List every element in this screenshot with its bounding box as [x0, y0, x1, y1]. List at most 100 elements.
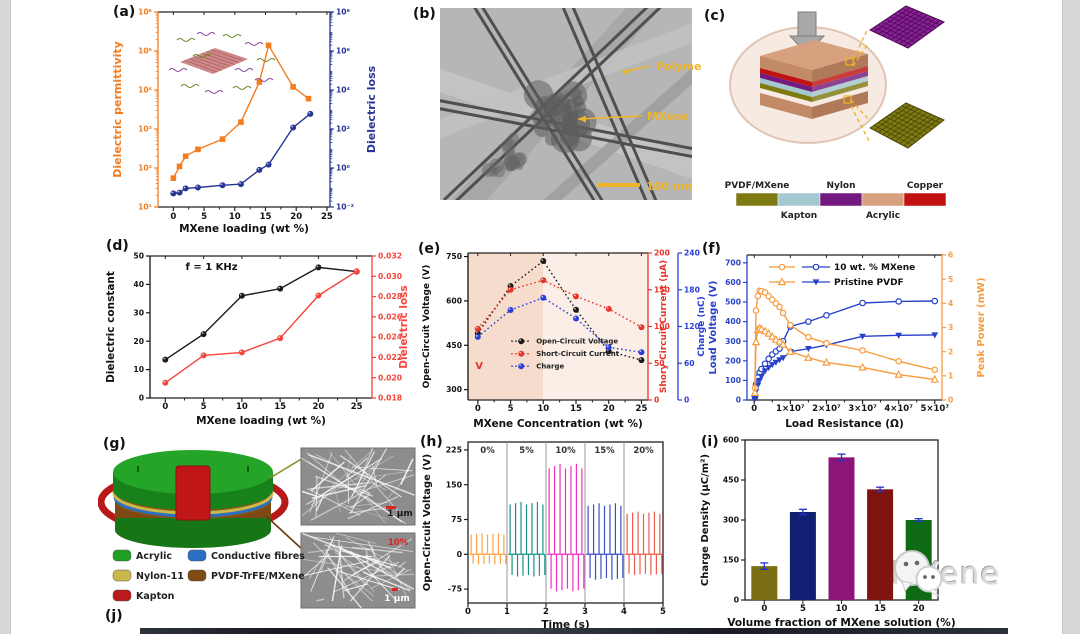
- svg-text:15%: 15%: [594, 446, 615, 456]
- legend: 10 wt. % MXene Pristine PVDF: [769, 263, 915, 288]
- svg-text:Kapton: Kapton: [136, 591, 175, 602]
- svg-text:Open-Circuit Voltage (V): Open-Circuit Voltage (V): [422, 454, 433, 591]
- series-dielectric-permittivity: [170, 42, 312, 181]
- svg-text:6: 6: [948, 251, 953, 260]
- svg-text:10: 10: [229, 212, 241, 222]
- svg-text:Volume fraction of MXene solut: Volume fraction of MXene solution (%): [727, 617, 955, 629]
- bar-5: [789, 508, 816, 600]
- svg-text:0.028: 0.028: [378, 292, 402, 301]
- svg-text:0.032: 0.032: [378, 252, 402, 261]
- panel-h-label: (h): [420, 434, 443, 450]
- svg-text:0%: 0%: [480, 446, 495, 456]
- pressing-device-schematic: [729, 11, 887, 144]
- svg-text:Nylon-11: Nylon-11: [136, 571, 184, 582]
- svg-text:10⁵: 10⁵: [138, 47, 152, 56]
- svg-text:10%: 10%: [388, 538, 409, 548]
- svg-text:500: 500: [725, 298, 741, 307]
- annotation: V: [475, 361, 483, 372]
- layer-legend: PVDF/MXene Kapton Nylon Acrylic Copper: [725, 181, 947, 221]
- svg-text:Acrylic: Acrylic: [136, 551, 172, 562]
- svg-text:300: 300: [725, 337, 741, 346]
- svg-text:0.024: 0.024: [378, 333, 402, 342]
- svg-text:0: 0: [684, 396, 689, 405]
- watermark: MXene: [891, 550, 1000, 598]
- svg-text:4: 4: [621, 607, 627, 617]
- svg-text:Dielectric constant: Dielectric constant: [105, 271, 117, 383]
- svg-text:5: 5: [800, 604, 806, 614]
- axes: 0 5 10 15 20 25 MXene Concentration (wt %) 300 4…: [422, 249, 707, 430]
- svg-text:10⁶: 10⁶: [336, 47, 350, 56]
- svg-text:200: 200: [654, 249, 670, 258]
- svg-text:10³: 10³: [138, 125, 152, 134]
- panel-e-label: (e): [418, 241, 441, 257]
- svg-text:3: 3: [582, 607, 588, 617]
- svg-text:0.018: 0.018: [378, 394, 402, 403]
- svg-text:0.020: 0.020: [378, 373, 402, 382]
- svg-text:750: 750: [446, 252, 462, 261]
- series-dielectric-loss: [170, 110, 314, 197]
- svg-text:4: 4: [948, 299, 953, 308]
- svg-text:0: 0: [465, 607, 471, 617]
- svg-text:10⁻²: 10⁻²: [336, 203, 354, 212]
- svg-text:300: 300: [723, 516, 740, 525]
- svg-text:20: 20: [603, 404, 615, 414]
- pvdf-mxene-mesh-square: [869, 102, 945, 149]
- svg-text:150: 150: [446, 480, 463, 489]
- svg-text:1 μm: 1 μm: [384, 594, 409, 604]
- svg-text:40: 40: [133, 280, 144, 289]
- svg-text:5×10⁷: 5×10⁷: [920, 404, 949, 414]
- svg-text:0: 0: [475, 404, 481, 414]
- svg-text:30: 30: [133, 308, 144, 317]
- svg-text:10: 10: [836, 604, 848, 614]
- svg-text:MXene: MXene: [647, 110, 689, 123]
- series-pristine-pvdf-peak-power: [750, 323, 939, 396]
- svg-text:150: 150: [654, 285, 670, 294]
- panel-f-label: (f): [702, 241, 721, 257]
- material-legend: Acrylic Nylon-11 Kapton Conductive fibres PV…: [112, 549, 305, 602]
- svg-text:MXene loading (wt %): MXene loading (wt %): [179, 223, 309, 235]
- chart-dielectric-constant: 0 5 10 15 20 25 MXene loading (wt %) 0 10 20 30 40 5…: [105, 252, 410, 427]
- svg-text:1: 1: [948, 371, 953, 380]
- svg-text:25: 25: [351, 402, 363, 412]
- series-dielectric-constant: [162, 264, 360, 363]
- nylon-mesh-square: [868, 5, 946, 49]
- svg-text:10 wt. % MXene: 10 wt. % MXene: [834, 263, 915, 273]
- svg-text:Load Resistance (Ω): Load Resistance (Ω): [785, 418, 904, 430]
- svg-text:450: 450: [723, 476, 740, 485]
- svg-text:50: 50: [133, 252, 144, 261]
- series-charge: [474, 294, 645, 356]
- svg-text:10: 10: [133, 365, 144, 374]
- svg-text:Acrylic: Acrylic: [866, 211, 900, 221]
- series-open-circuit-voltage: [474, 257, 645, 364]
- svg-text:5: 5: [201, 212, 207, 222]
- svg-text:5: 5: [508, 404, 514, 414]
- svg-text:100: 100: [725, 376, 741, 385]
- svg-text:PVDF-TrFE/MXene: PVDF-TrFE/MXene: [211, 571, 305, 582]
- svg-text:10⁸: 10⁸: [336, 8, 350, 17]
- svg-text:0: 0: [654, 396, 659, 405]
- plot-shade: [543, 253, 648, 400]
- device-schematic-layers: PVDF/MXene Kapton Nylon Acrylic Copper: [725, 5, 947, 221]
- svg-text:120: 120: [684, 322, 700, 331]
- axes: 0 1×10⁷ 2×10⁷ 3×10⁷ 4×10⁷ 5×10⁷ Load Resistanc…: [708, 251, 987, 430]
- svg-text:50: 50: [654, 359, 665, 368]
- svg-text:0: 0: [761, 604, 767, 614]
- svg-text:Copper: Copper: [907, 181, 944, 191]
- svg-text:0: 0: [139, 394, 144, 403]
- spike-train-15%: 15%: [586, 446, 624, 580]
- svg-text:150: 150: [723, 556, 740, 565]
- svg-text:10⁴: 10⁴: [138, 86, 153, 95]
- svg-text:4×10⁷: 4×10⁷: [884, 404, 913, 414]
- svg-text:10: 10: [537, 404, 549, 414]
- panel-j-label: (j): [105, 608, 123, 624]
- svg-text:20: 20: [913, 604, 925, 614]
- svg-text:0.022: 0.022: [378, 353, 402, 362]
- svg-text:Short-Circuit Current: Short-Circuit Current: [536, 350, 620, 358]
- svg-text:1 μm: 1 μm: [387, 509, 412, 519]
- panel-i-label: (i): [701, 434, 719, 450]
- svg-text:5: 5: [201, 402, 207, 412]
- svg-text:10: 10: [236, 402, 248, 412]
- svg-text:10²: 10²: [336, 125, 350, 134]
